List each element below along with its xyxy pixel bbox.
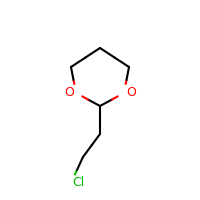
Text: Cl: Cl bbox=[72, 176, 84, 190]
Circle shape bbox=[66, 85, 82, 101]
Text: O: O bbox=[64, 86, 74, 99]
Circle shape bbox=[64, 175, 80, 191]
Circle shape bbox=[118, 85, 134, 101]
Text: O: O bbox=[126, 86, 136, 99]
